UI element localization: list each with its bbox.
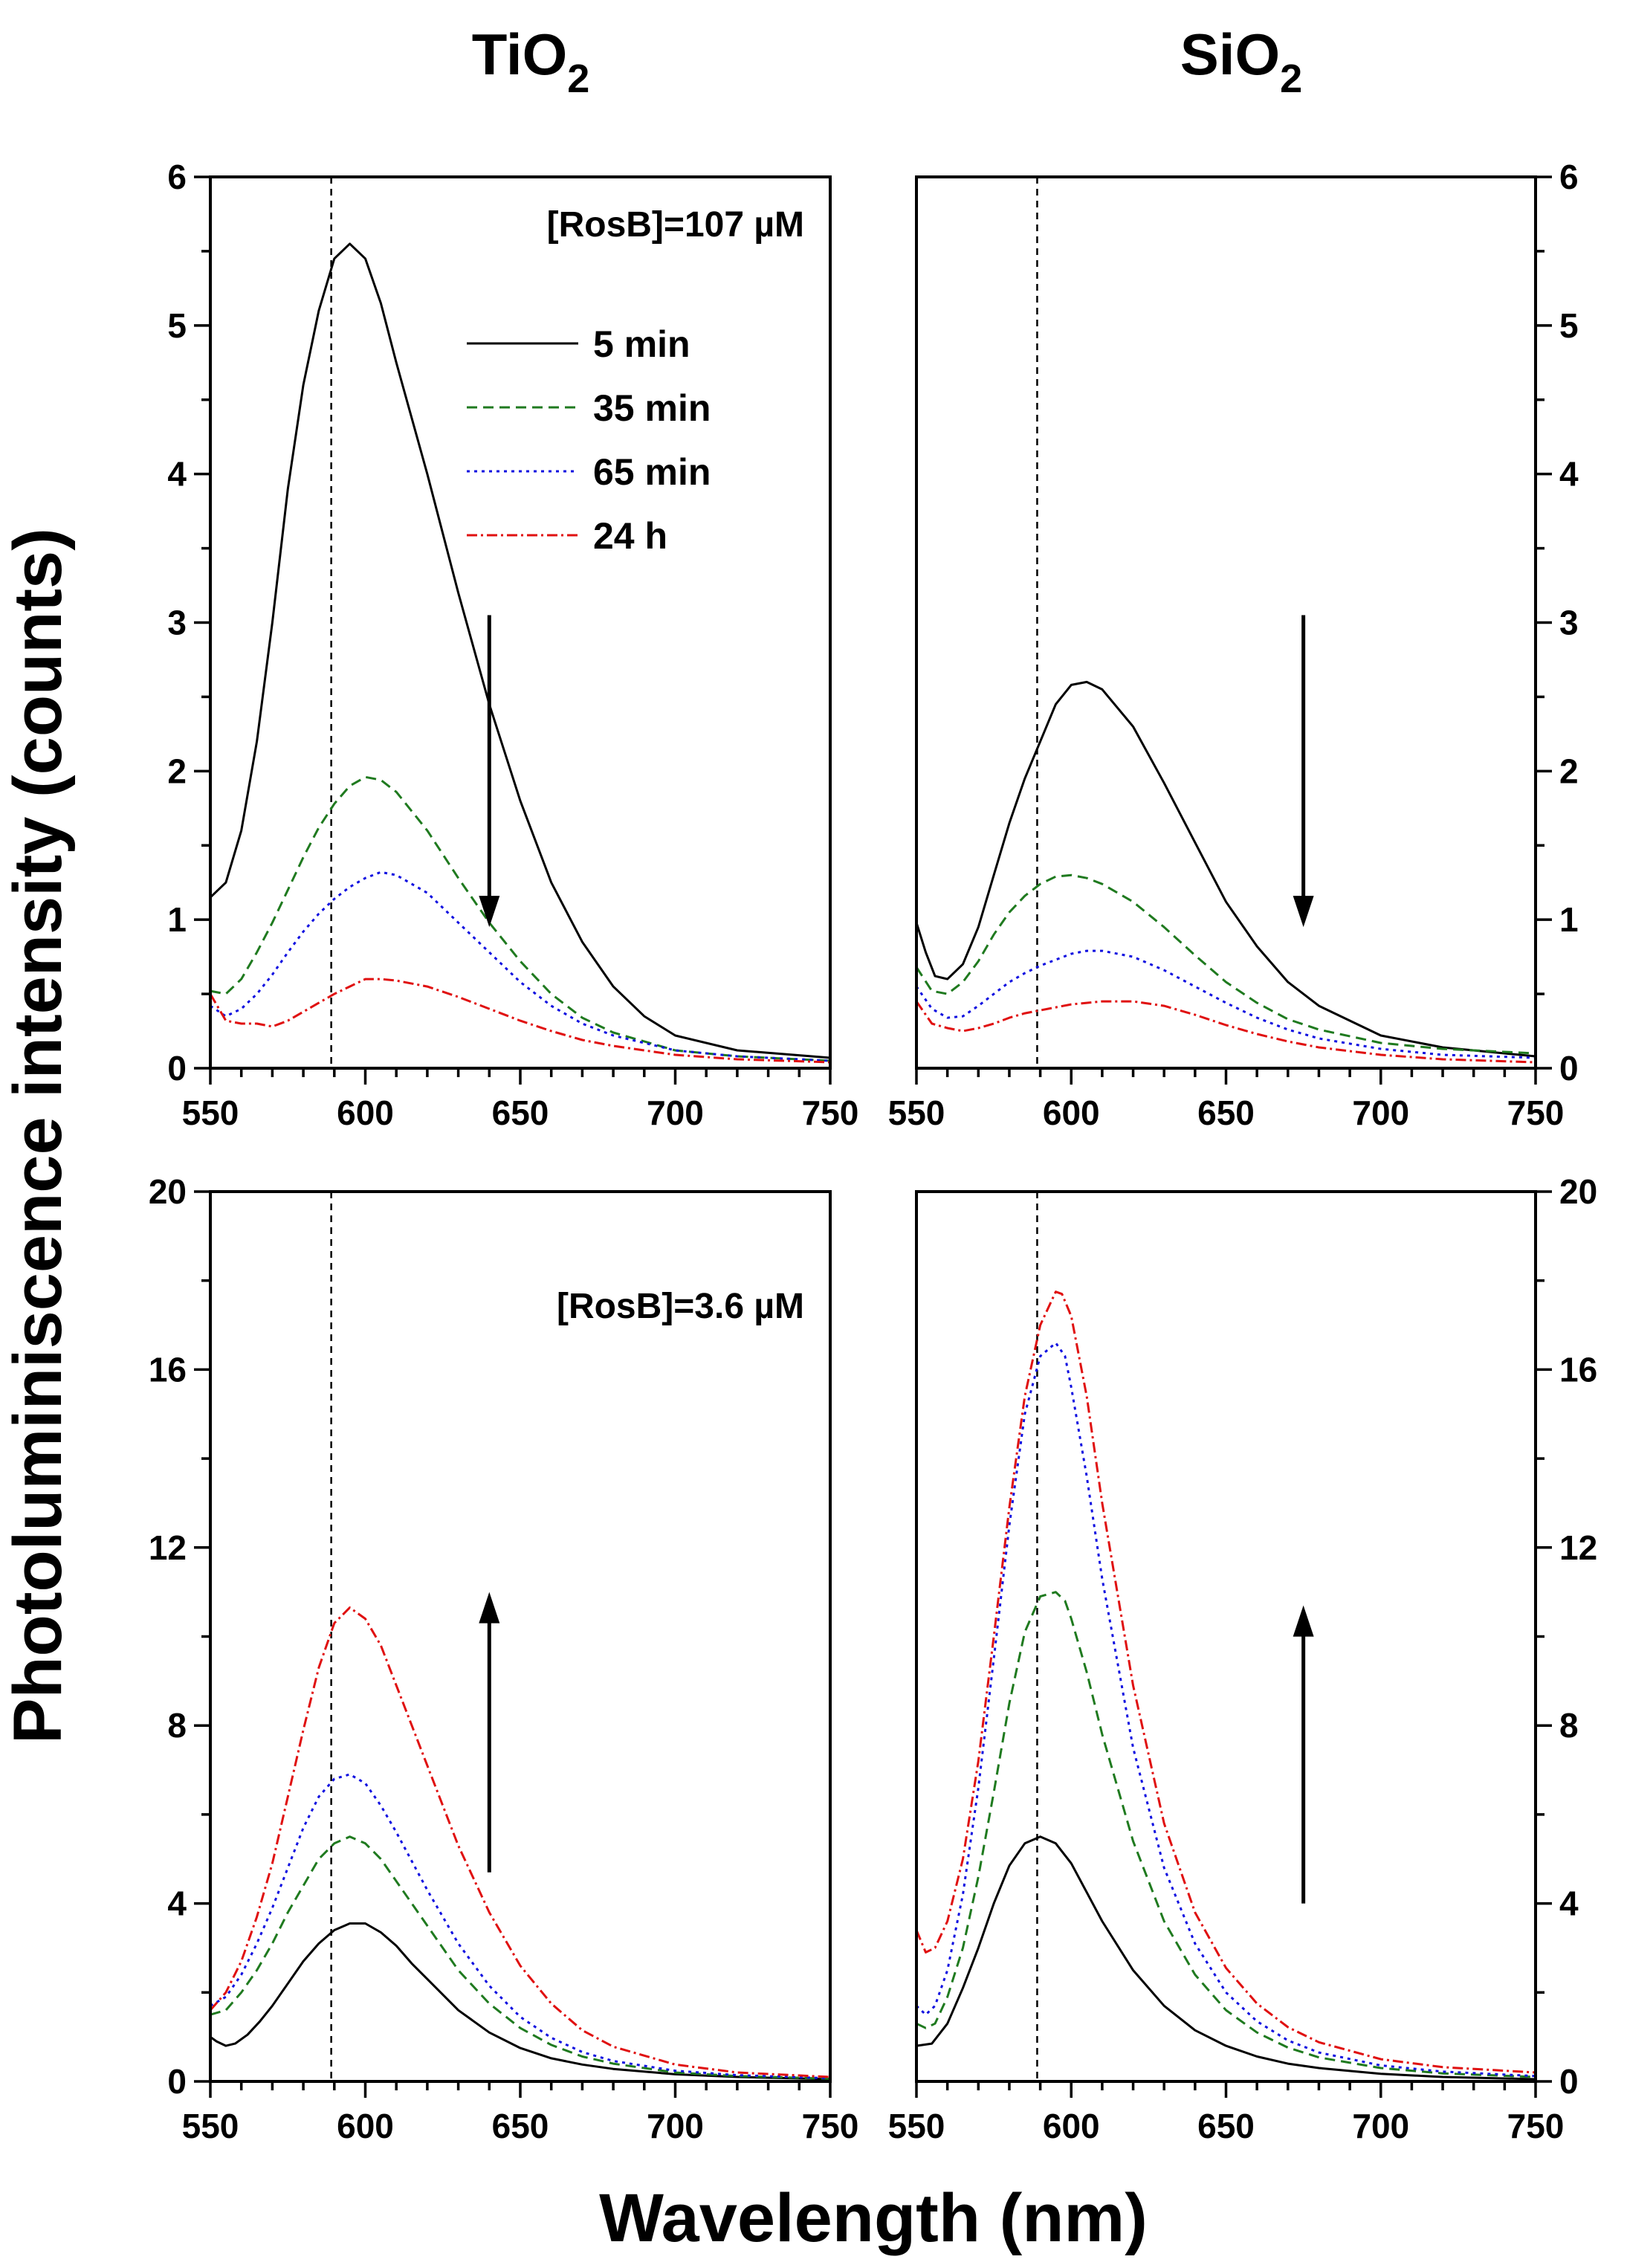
- y-tick-label: 16: [1559, 1350, 1597, 1389]
- series-35min: [915, 873, 1536, 1055]
- y-tick-label: 20: [1559, 1172, 1597, 1211]
- x-tick-label: 700: [1352, 2107, 1409, 2145]
- x-tick-label: 650: [1197, 2107, 1255, 2145]
- y-tick-label: 3: [167, 604, 187, 642]
- y-tick-label: 16: [149, 1350, 187, 1389]
- x-tick-label: 600: [337, 2107, 394, 2145]
- y-tick-label: 4: [1559, 1884, 1579, 1923]
- x-tick-label: 650: [492, 2107, 549, 2145]
- y-tick-label: 0: [1559, 2062, 1579, 2101]
- series-24h: [915, 1290, 1536, 2074]
- series-5min: [916, 1835, 1536, 2081]
- x-tick-label: 550: [182, 1093, 239, 1132]
- x-tick-label: 650: [1197, 1093, 1255, 1132]
- series-65min: [210, 1773, 831, 2080]
- y-tick-label: 3: [1559, 604, 1579, 642]
- x-tick-label: 550: [888, 2107, 945, 2145]
- y-axis-title: Photoluminiscence intensity (counts): [0, 528, 76, 1744]
- y-tick-label: 0: [167, 2062, 187, 2101]
- panel-top-right: 550 600 650 700 750 0 1 2 3 4 5 6: [888, 158, 1579, 1132]
- y-tick-label: 12: [149, 1528, 187, 1567]
- legend-label-65min: 65 min: [593, 451, 711, 493]
- annotation-bottom: [RosB]=3.6 µM: [557, 1287, 804, 1326]
- x-tick-label: 550: [182, 2107, 239, 2145]
- y-tick-label: 8: [1559, 1706, 1579, 1745]
- x-tick-label: 700: [647, 2107, 704, 2145]
- x-axis-title: Wavelength (nm): [599, 2180, 1148, 2256]
- y-tick-label: 2: [1559, 752, 1579, 790]
- annotation-top: [RosB]=107 µM: [547, 205, 804, 245]
- x-tick-label: 600: [1043, 2107, 1100, 2145]
- y-tick-label: 8: [167, 1706, 187, 1745]
- y-tick-label: 6: [167, 158, 187, 196]
- y-tick-label: 1: [1559, 900, 1579, 939]
- x-tick-label: 750: [802, 1093, 859, 1132]
- x-tick-label: 650: [492, 1093, 549, 1132]
- y-tick-label: 4: [1559, 455, 1579, 494]
- x-tick-label: 700: [1352, 1093, 1409, 1132]
- trend-arrow-head: [479, 896, 500, 928]
- series-24h: [209, 1606, 831, 2078]
- x-tick-label: 700: [647, 1093, 704, 1132]
- x-tick-label: 750: [802, 2107, 859, 2145]
- panel-bottom-right: 550 600 650 700 750 0 4 8 12 16 20: [888, 1172, 1598, 2145]
- y-tick-label: 0: [167, 1049, 187, 1088]
- x-tick-label: 600: [337, 1093, 394, 1132]
- series-5min: [209, 242, 831, 1059]
- trend-arrow-head: [1293, 896, 1314, 928]
- series-35min: [916, 1591, 1536, 2078]
- series-65min: [915, 1342, 1536, 2078]
- plot-frame: [209, 175, 832, 1070]
- trend-arrow-head: [1293, 1605, 1314, 1637]
- x-tick-label: 750: [1507, 1093, 1565, 1132]
- x-tick-label: 600: [1043, 1093, 1100, 1132]
- legend: 5 min 35 min 65 min 24 h: [467, 323, 711, 557]
- y-tick-label: 12: [1559, 1528, 1597, 1567]
- plot-frame: [915, 175, 1537, 1070]
- trend-arrow-head: [479, 1592, 500, 1624]
- series-35min: [210, 1835, 831, 2080]
- y-tick-label: 4: [167, 1884, 187, 1923]
- x-tick-label: 550: [888, 1093, 945, 1132]
- legend-label-24h: 24 h: [593, 515, 667, 557]
- y-tick-label: 2: [167, 752, 187, 790]
- column-title-sio2: SiO2: [1180, 22, 1302, 101]
- series-5min: [210, 1922, 831, 2081]
- y-tick-label: 6: [1559, 158, 1579, 196]
- plot-frame: [915, 1190, 1537, 2083]
- legend-label-35min: 35 min: [593, 387, 711, 429]
- y-tick-label: 4: [167, 455, 187, 494]
- y-tick-label: 20: [149, 1172, 187, 1211]
- panel-bottom-left: 550 600 650 700 750 0 4 8 12 16 20: [149, 1172, 859, 2145]
- panel-top-left: 550 600 650 700 750 0 1 2 3 4 5 6: [167, 158, 858, 1132]
- series-24h: [915, 1000, 1536, 1064]
- y-tick-label: 0: [1559, 1049, 1579, 1088]
- y-tick-label: 5: [167, 306, 187, 345]
- series-65min: [915, 949, 1536, 1059]
- y-tick-label: 5: [1559, 306, 1579, 345]
- series-65min: [210, 870, 831, 1062]
- legend-label-5min: 5 min: [593, 323, 690, 365]
- series-5min: [915, 680, 1536, 1058]
- column-title-tio2: TiO2: [472, 22, 590, 101]
- y-tick-label: 1: [167, 900, 187, 939]
- series-35min: [210, 775, 831, 1062]
- x-tick-label: 750: [1507, 2107, 1565, 2145]
